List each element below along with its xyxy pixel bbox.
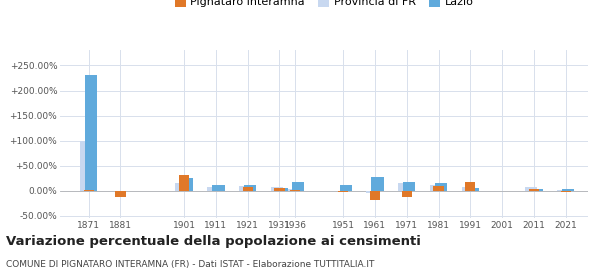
Bar: [366, 191, 379, 193]
Bar: [292, 182, 304, 191]
Bar: [467, 188, 479, 191]
Bar: [179, 175, 189, 191]
Bar: [242, 187, 253, 191]
Bar: [560, 191, 571, 192]
Bar: [435, 183, 447, 191]
Bar: [115, 191, 125, 197]
Text: COMUNE DI PIGNATARO INTERAMNA (FR) - Dati ISTAT - Elaborazione TUTTITALIA.IT: COMUNE DI PIGNATARO INTERAMNA (FR) - Dat…: [6, 260, 374, 269]
Bar: [338, 191, 348, 192]
Bar: [287, 189, 299, 191]
Bar: [465, 182, 475, 191]
Bar: [244, 185, 256, 191]
Bar: [562, 189, 574, 191]
Bar: [181, 178, 193, 191]
Bar: [371, 177, 383, 191]
Bar: [529, 189, 539, 191]
Bar: [403, 182, 415, 191]
Bar: [525, 187, 538, 191]
Bar: [207, 187, 220, 191]
Bar: [276, 188, 288, 191]
Bar: [239, 186, 251, 191]
Bar: [83, 190, 94, 191]
Bar: [290, 190, 301, 191]
Bar: [430, 185, 442, 191]
Bar: [212, 185, 224, 191]
Bar: [370, 191, 380, 200]
Bar: [340, 185, 352, 191]
Bar: [530, 189, 542, 191]
Bar: [557, 190, 569, 191]
Bar: [401, 191, 412, 197]
Bar: [80, 141, 92, 191]
Bar: [85, 76, 97, 191]
Bar: [271, 187, 283, 191]
Text: Variazione percentuale della popolazione ai censimenti: Variazione percentuale della popolazione…: [6, 235, 421, 248]
Bar: [274, 188, 284, 191]
Bar: [461, 187, 474, 191]
Bar: [433, 186, 443, 191]
Bar: [398, 183, 410, 191]
Legend: Pignataro Interamna, Provincia di FR, Lazio: Pignataro Interamna, Provincia di FR, La…: [170, 0, 478, 12]
Bar: [175, 183, 188, 191]
